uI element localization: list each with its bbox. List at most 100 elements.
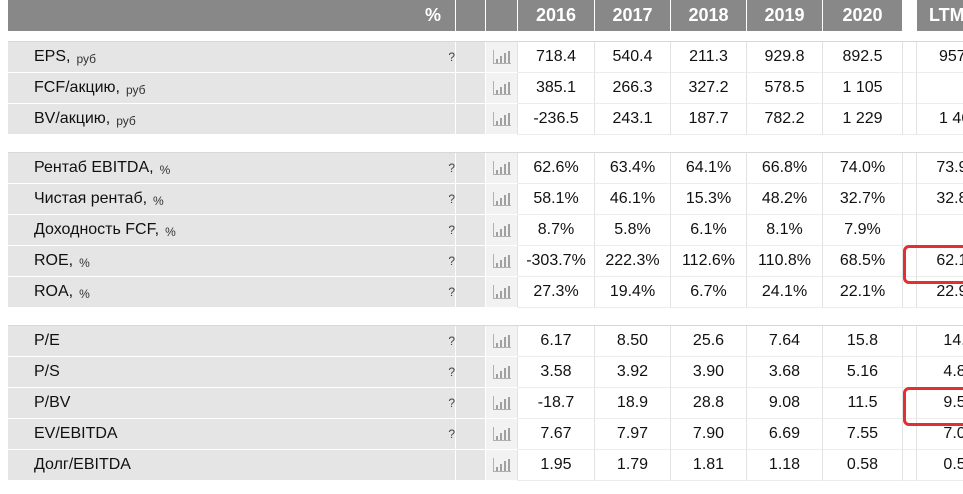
chart-icon-cell[interactable]: [486, 73, 518, 104]
header-gap: [903, 0, 917, 31]
value-cell: 929.8: [747, 42, 823, 73]
group-separator: [8, 308, 456, 326]
value-cell: 540.4: [595, 42, 671, 73]
metric-unit: руб: [126, 82, 146, 97]
metric-unit: %: [79, 255, 90, 270]
row-spacer: [0, 184, 8, 215]
help-mark[interactable]: ?: [448, 192, 455, 206]
value-cell: 46.1%: [595, 184, 671, 215]
value-cell: 1 229: [823, 104, 903, 135]
bar-chart-icon[interactable]: [492, 50, 511, 64]
value-cell: 62.6%: [518, 153, 595, 184]
group-separator: [486, 135, 518, 153]
header-chart-col: [486, 0, 518, 31]
value-gap: [903, 357, 917, 388]
metric-unit: %: [165, 224, 176, 239]
value-cell: 9.08: [747, 388, 823, 419]
metric-name: Долг/EBITDA: [34, 456, 131, 473]
bar-chart-icon[interactable]: [492, 254, 511, 268]
percent-toggle[interactable]: %: [8, 0, 456, 31]
bar-chart-icon[interactable]: [492, 334, 511, 348]
bar-chart-icon[interactable]: [492, 365, 511, 379]
value-gap: [903, 326, 917, 357]
chart-icon-cell[interactable]: [486, 42, 518, 73]
year-header[interactable]: 2016: [518, 0, 595, 31]
help-mark[interactable]: ?: [448, 285, 455, 299]
ltm-header[interactable]: LTM: [917, 0, 963, 31]
bar-chart-icon[interactable]: [492, 396, 511, 410]
bar-chart-icon[interactable]: [492, 112, 511, 126]
ltm-value: 32.8%: [917, 184, 963, 215]
bar-chart-icon[interactable]: [492, 223, 511, 237]
help-mark[interactable]: ?: [448, 223, 455, 237]
chart-icon-cell[interactable]: [486, 326, 518, 357]
metric-label: P/E?: [8, 326, 456, 357]
help-mark[interactable]: ?: [448, 334, 455, 348]
bar-chart-icon[interactable]: [492, 192, 511, 206]
chart-icon-cell[interactable]: [486, 388, 518, 419]
value-gap: [903, 277, 917, 308]
help-mark[interactable]: ?: [448, 254, 455, 268]
value-gap: [903, 246, 917, 277]
chart-icon-cell[interactable]: [486, 419, 518, 450]
ltm-value: 957.8: [917, 42, 963, 73]
help-cell: [456, 153, 486, 184]
help-mark[interactable]: ?: [448, 50, 455, 64]
year-header[interactable]: 2020: [823, 0, 903, 31]
value-cell: 718.4: [518, 42, 595, 73]
chart-icon-cell[interactable]: [486, 277, 518, 308]
year-header[interactable]: 2019: [747, 0, 823, 31]
metric-label: EPS, руб?: [8, 42, 456, 73]
chart-icon-cell[interactable]: [486, 357, 518, 388]
chart-icon-cell[interactable]: [486, 450, 518, 481]
help-mark[interactable]: ?: [448, 427, 455, 441]
group-separator: [671, 31, 747, 42]
value-cell: 68.5%: [823, 246, 903, 277]
chart-icon-cell[interactable]: [486, 153, 518, 184]
value-cell: 1.18: [747, 450, 823, 481]
ltm-value: 4.81: [917, 357, 963, 388]
value-cell: 5.16: [823, 357, 903, 388]
value-cell: 7.90: [671, 419, 747, 450]
bar-chart-icon[interactable]: [492, 458, 511, 472]
metric-name: EV/EBITDA: [34, 425, 118, 442]
group-separator: [518, 135, 595, 153]
value-cell: 7.64: [747, 326, 823, 357]
header-blank: [456, 0, 486, 31]
bar-chart-icon[interactable]: [492, 285, 511, 299]
chart-icon-cell[interactable]: [486, 215, 518, 246]
value-cell: 66.8%: [747, 153, 823, 184]
value-cell: -18.7: [518, 388, 595, 419]
value-cell: -303.7%: [518, 246, 595, 277]
group-separator: [903, 135, 917, 153]
value-cell: 8.1%: [747, 215, 823, 246]
value-cell: 0.58: [823, 450, 903, 481]
group-separator: [0, 308, 8, 326]
bar-chart-icon[interactable]: [492, 81, 511, 95]
year-header[interactable]: 2018: [671, 0, 747, 31]
value-cell: 1.79: [595, 450, 671, 481]
value-cell: 6.7%: [671, 277, 747, 308]
help-mark[interactable]: ?: [448, 396, 455, 410]
value-cell: 15.3%: [671, 184, 747, 215]
value-cell: 578.5: [747, 73, 823, 104]
value-cell: 1.95: [518, 450, 595, 481]
chart-icon-cell[interactable]: [486, 184, 518, 215]
chart-icon-cell[interactable]: [486, 246, 518, 277]
bar-chart-icon[interactable]: [492, 161, 511, 175]
value-cell: 48.2%: [747, 184, 823, 215]
chart-icon-cell[interactable]: [486, 104, 518, 135]
value-cell: 6.17: [518, 326, 595, 357]
value-cell: -236.5: [518, 104, 595, 135]
help-mark[interactable]: ?: [448, 161, 455, 175]
group-separator: [8, 135, 456, 153]
value-cell: 3.58: [518, 357, 595, 388]
value-cell: 28.8: [671, 388, 747, 419]
value-cell: 3.68: [747, 357, 823, 388]
metric-label: Долг/EBITDA: [8, 450, 456, 481]
year-header[interactable]: 2017: [595, 0, 671, 31]
value-cell: 7.55: [823, 419, 903, 450]
metric-label: FCF/акцию, руб: [8, 73, 456, 104]
help-mark[interactable]: ?: [448, 365, 455, 379]
bar-chart-icon[interactable]: [492, 427, 511, 441]
